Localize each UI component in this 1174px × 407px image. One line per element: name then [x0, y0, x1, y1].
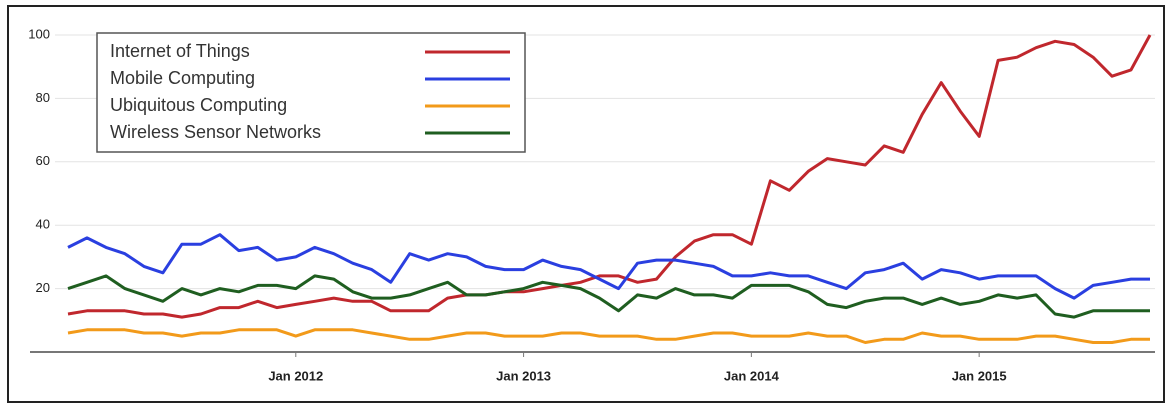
legend-label: Ubiquitous Computing [110, 95, 287, 115]
series-line [67, 328, 1150, 344]
series-line [67, 34, 1152, 319]
x-tick-label: Jan 2013 [496, 368, 551, 383]
legend-label: Mobile Computing [110, 68, 255, 88]
y-tick-label: 80 [36, 90, 50, 105]
x-tick-label: Jan 2012 [268, 368, 323, 383]
y-tick-label: 40 [36, 217, 50, 232]
y-tick-label: 60 [36, 153, 50, 168]
series-line [67, 274, 1150, 319]
x-tick-label: Jan 2015 [952, 368, 1007, 383]
legend-label: Internet of Things [110, 41, 250, 61]
y-tick-label: 20 [36, 280, 50, 295]
series-line [67, 233, 1150, 300]
x-tick-label: Jan 2014 [724, 368, 780, 383]
y-tick-label: 100 [28, 26, 50, 41]
legend-label: Wireless Sensor Networks [110, 122, 321, 142]
